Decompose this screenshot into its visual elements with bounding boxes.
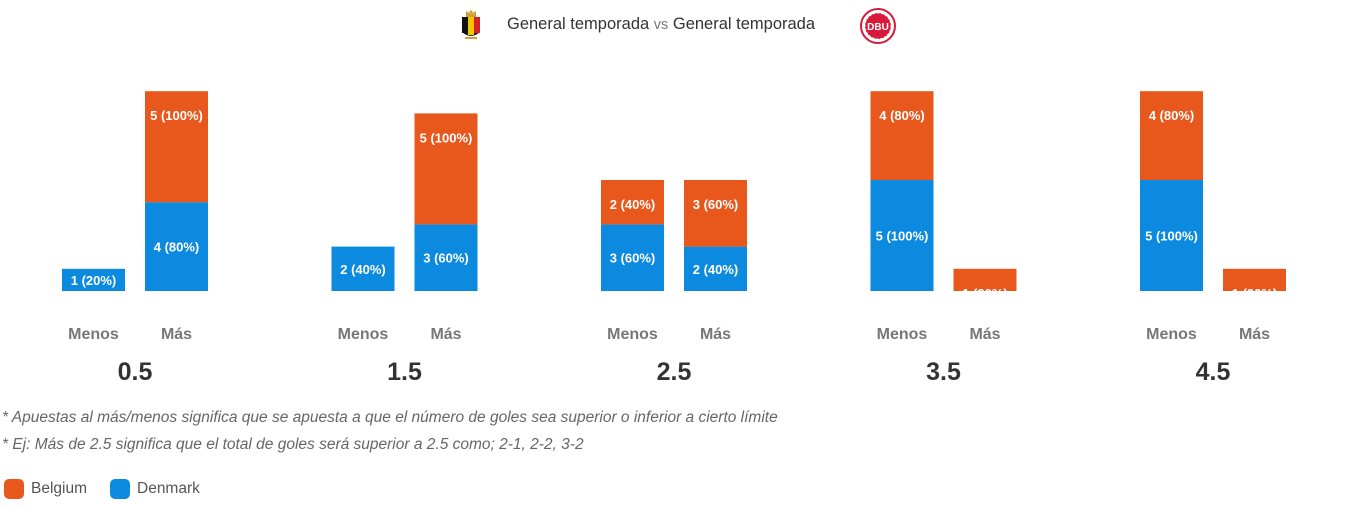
threshold-label: 2.5 xyxy=(657,358,692,386)
sub-category-label: Más xyxy=(430,326,461,343)
threshold-label: 4.5 xyxy=(1196,358,1231,386)
bar-data-label: 5 (100%) xyxy=(150,108,203,123)
bar-data-label: 2 (40%) xyxy=(340,262,386,277)
vs-label: vs xyxy=(653,17,669,33)
home-season-label: General temporada xyxy=(507,15,650,33)
bar-belgium-0_5-más xyxy=(145,91,208,203)
bar-belgium-2_5-más xyxy=(684,180,747,247)
sub-category-label: Menos xyxy=(68,326,119,343)
bar-data-label: 3 (60%) xyxy=(610,251,656,266)
header-title: General temporada vs General temporada xyxy=(507,15,815,34)
sub-category-label: Menos xyxy=(1146,326,1197,343)
sub-category-label: Más xyxy=(161,326,192,343)
bar-denmark-4_5-menos xyxy=(1140,180,1203,291)
sub-category-label: Menos xyxy=(607,326,658,343)
bar-data-label: 4 (80%) xyxy=(879,108,925,123)
bar-data-label: 1 (20%) xyxy=(1232,286,1278,301)
sub-category-label: Menos xyxy=(877,326,928,343)
threshold-label: 0.5 xyxy=(118,358,153,386)
bar-data-label: 2 (40%) xyxy=(693,262,739,277)
denmark-dbu-crest-icon: DBU xyxy=(860,8,896,44)
bar-data-label: 4 (80%) xyxy=(154,240,200,255)
sub-category-label: Menos xyxy=(338,326,389,343)
bar-data-label: 5 (100%) xyxy=(876,229,929,244)
dbu-logo-text: DBU xyxy=(867,22,889,33)
sub-category-label: Más xyxy=(969,326,1000,343)
threshold-label: 3.5 xyxy=(926,358,961,386)
legend-label-denmark: Denmark xyxy=(137,480,200,497)
belgium-crest-icon xyxy=(462,10,480,39)
bar-belgium-4_5-más xyxy=(1223,268,1286,291)
legend-label-belgium: Belgium xyxy=(31,480,87,497)
over-under-chart: 1 (20%) Menos 4 (80%) 5 (100%) Más 0.5 2 (40%)… xyxy=(62,91,1286,386)
bar-data-label: 5 (100%) xyxy=(420,130,473,145)
chart-header: General temporada vs General temporada D… xyxy=(0,8,1345,44)
bar-data-label: 3 (60%) xyxy=(423,251,469,266)
threshold-label: 1.5 xyxy=(387,358,422,386)
bar-denmark-0_5-más xyxy=(145,202,208,291)
bar-denmark-0_5-menos xyxy=(62,268,125,291)
bar-belgium-3_5-más xyxy=(953,268,1017,291)
legend-swatch-belgium xyxy=(4,479,24,499)
bar-data-label: 5 (100%) xyxy=(1145,229,1198,244)
bar-data-label: 4 (80%) xyxy=(1149,108,1195,123)
bar-denmark-1_5-más xyxy=(414,224,478,291)
bar-belgium-3_5-menos xyxy=(870,91,934,180)
sub-category-label: Más xyxy=(1239,326,1270,343)
bar-belgium-1_5-más xyxy=(414,113,478,225)
bar-belgium-2_5-menos xyxy=(601,180,664,225)
bar-data-label: 1 (20%) xyxy=(71,273,117,288)
bar-denmark-1_5-menos xyxy=(331,246,395,291)
bar-denmark-3_5-menos xyxy=(870,180,934,291)
sub-category-label: Más xyxy=(700,326,731,343)
bar-data-label: 3 (60%) xyxy=(693,197,739,212)
bar-denmark-2_5-más xyxy=(684,246,747,291)
footnote-1: * Apuestas al más/menos significa que se… xyxy=(2,409,778,426)
footnote-2: * Ej: Más de 2.5 significa que el total … xyxy=(2,436,584,453)
away-season-label: General temporada xyxy=(672,15,816,33)
bar-data-label: 1 (20%) xyxy=(962,286,1008,301)
bar-denmark-2_5-menos xyxy=(601,224,664,291)
bar-belgium-4_5-menos xyxy=(1140,91,1203,180)
bar-data-label: 2 (40%) xyxy=(610,197,656,212)
legend-swatch-denmark xyxy=(110,479,130,499)
